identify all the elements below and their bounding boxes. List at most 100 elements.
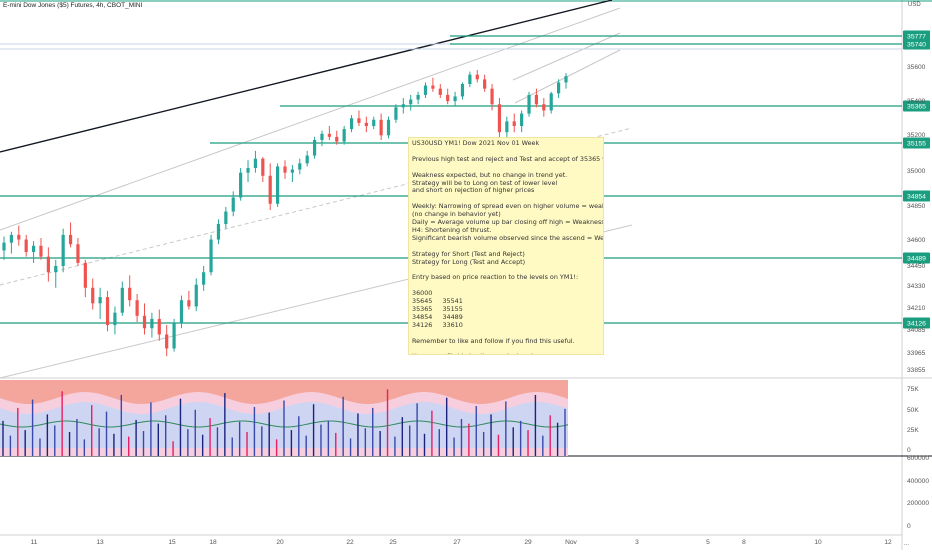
candle-body [216,224,221,240]
candle-body [320,133,324,140]
candle-body [453,96,457,102]
x-tick-label: 25 [389,539,397,546]
candle-body [298,163,302,170]
note-line: Previous high test and reject and Test a… [412,154,603,163]
candle-body [165,334,169,349]
candle-body [394,107,398,120]
annotation-note[interactable]: US30USD YM1! Dow 2021 Nov 01 Week Previou… [408,137,604,355]
price-level-badge [903,317,930,329]
candle-body [557,82,561,94]
note-line: Have a profitable trading week ahead. [412,352,600,354]
note-line: Strategy will be to Long on test of lowe… [412,178,558,187]
candle-body [401,104,405,108]
candle-body [142,315,147,329]
price-level-label: 34126 [907,321,926,328]
candle-body [39,245,43,257]
price-level-badge [903,137,930,149]
candle-body [364,122,368,126]
candle-body [409,99,413,105]
volume-tick-label: 75K [907,386,919,393]
candle-body [386,119,391,136]
x-tick-label: 13 [96,539,104,546]
x-tick-label: 10 [814,539,822,546]
candle-body [512,121,516,126]
note-line: Weakness expected, but no change in tren… [412,170,568,179]
candle-body [379,119,383,136]
y-tick-label: 34850 [907,203,926,210]
note-line: Daily = Average volume up bar closing of… [412,218,604,227]
candle-body [357,118,361,123]
scale-menu-button[interactable]: ... [904,541,910,547]
candle-body [490,88,494,105]
trend-line [0,0,613,153]
candle-body [261,158,265,176]
candle-body [431,85,435,89]
candle-body [253,158,258,168]
candle-body [157,318,161,335]
note-line: 34854 34489 [412,312,463,321]
note-line: and short on rejection of higher prices [412,186,535,195]
candle-body [194,284,198,307]
note-line: Remember to like and follow if you find … [412,336,575,345]
y-tick-label: 33965 [907,350,926,357]
y-tick-label: 34085 [907,327,926,334]
volume-tick-label: 0 [907,447,911,454]
candle-body [268,175,272,204]
note-line: 35365 35155 [412,304,463,313]
note-line: Strategy for Short (Test and Reject) [412,249,525,258]
candle-body [68,234,73,245]
candle-body [46,256,50,273]
candle-body [542,104,546,111]
chart-title: E-mini Dow Jones ($5) Futures, 4h, CBOT_… [3,2,143,9]
price-level-badge [903,252,930,264]
candle-body [423,85,428,95]
candle-body [349,118,354,130]
x-tick-label: 12 [884,539,892,546]
candle-body [290,169,294,173]
x-tick-label: 22 [346,539,354,546]
candle-body [31,245,36,252]
price-level-label: 35155 [907,141,926,148]
x-tick-label: 29 [524,539,532,546]
candle-body [105,297,110,326]
x-tick-label: 15 [168,539,176,546]
candle-body [9,234,13,243]
candle-body [446,94,450,102]
lower-tick-label: 400000 [907,478,929,485]
channel-line [0,7,621,231]
y-tick-label: 35000 [907,168,926,175]
candle-body [312,140,317,156]
candle-body [231,197,235,212]
y-tick-label: 35600 [907,64,926,71]
price-level-badge [903,100,930,112]
candle-body [246,168,250,173]
volume-tick-label: 50K [907,407,919,414]
lower-tick-label: 0 [907,523,911,530]
candle-body [549,93,553,111]
candle-body [76,244,80,263]
x-tick-label: 20 [276,539,284,546]
channel-line [512,32,621,81]
y-tick-label: 34330 [907,283,926,290]
lower-tick-label: 200000 [907,500,929,507]
candle-body [534,94,539,105]
candle-body [327,133,331,137]
volume-tick-label: 25K [907,427,919,434]
candle-body [135,300,139,316]
y-tick-label: 35200 [907,132,926,139]
price-level-label: 35740 [907,42,926,49]
candle-body [342,129,346,142]
candle-body [527,94,531,114]
candle-body [305,155,309,164]
price-level-label: 35777 [907,34,926,41]
price-level-label: 35365 [907,104,926,111]
candle-body [283,166,287,173]
candle-body [224,211,228,224]
candle-body [520,113,524,126]
candle-body [179,300,184,324]
note-line: Significant bearish volume observed sinc… [412,233,604,242]
currency-label[interactable]: USD [908,2,921,8]
candle-body [416,94,420,100]
